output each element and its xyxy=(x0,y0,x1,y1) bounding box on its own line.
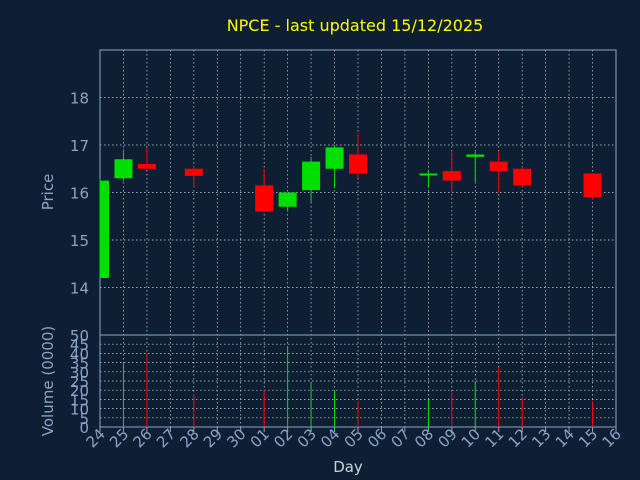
candle-body xyxy=(419,173,438,176)
candle-body xyxy=(466,154,485,157)
candle-body xyxy=(489,161,508,172)
volume-tick-label: 30 xyxy=(70,364,89,382)
price-panel: 14 15 16 17 18 xyxy=(70,49,617,427)
price-tick-label: 18 xyxy=(70,90,89,108)
volume-tick-label: 15 xyxy=(70,391,89,409)
price-tick-label: 16 xyxy=(70,185,89,203)
chart-title: NPCE - last updated 15/12/2025 xyxy=(227,16,484,35)
price-tick-label: 14 xyxy=(70,280,89,298)
volume-axis-label: Volume (0000) xyxy=(39,326,57,436)
candle-body xyxy=(349,154,367,174)
candle-body xyxy=(114,159,133,179)
price-tick-label: 17 xyxy=(70,137,89,155)
candle-body xyxy=(513,168,532,186)
x-axis-label: Day xyxy=(333,458,363,476)
candle-body xyxy=(255,185,274,212)
candle-body xyxy=(583,173,602,198)
volume-tick-label: 5 xyxy=(79,410,89,428)
volume-tick-label: 0 xyxy=(79,419,89,437)
candle-body xyxy=(100,180,109,278)
volume-tick-label: 40 xyxy=(70,345,89,363)
x-axis: 2425262728293001020304050607080910111213… xyxy=(83,425,625,451)
volume-tick-label: 45 xyxy=(70,336,89,354)
volume-tick-label: 35 xyxy=(70,355,89,373)
candle-body xyxy=(325,147,344,169)
candle-body xyxy=(302,161,321,191)
volume-tick-label: 25 xyxy=(70,373,89,391)
volume-tick-label: 10 xyxy=(70,401,89,419)
price-axis-label: Price xyxy=(39,174,57,211)
volume-tick-label: 20 xyxy=(70,382,89,400)
candle-body xyxy=(137,164,156,169)
candle-body xyxy=(278,192,297,207)
candle-body xyxy=(442,171,461,181)
price-tick-label: 15 xyxy=(70,232,89,250)
volume-tick-label: 50 xyxy=(70,327,89,345)
candle-body xyxy=(184,168,203,176)
